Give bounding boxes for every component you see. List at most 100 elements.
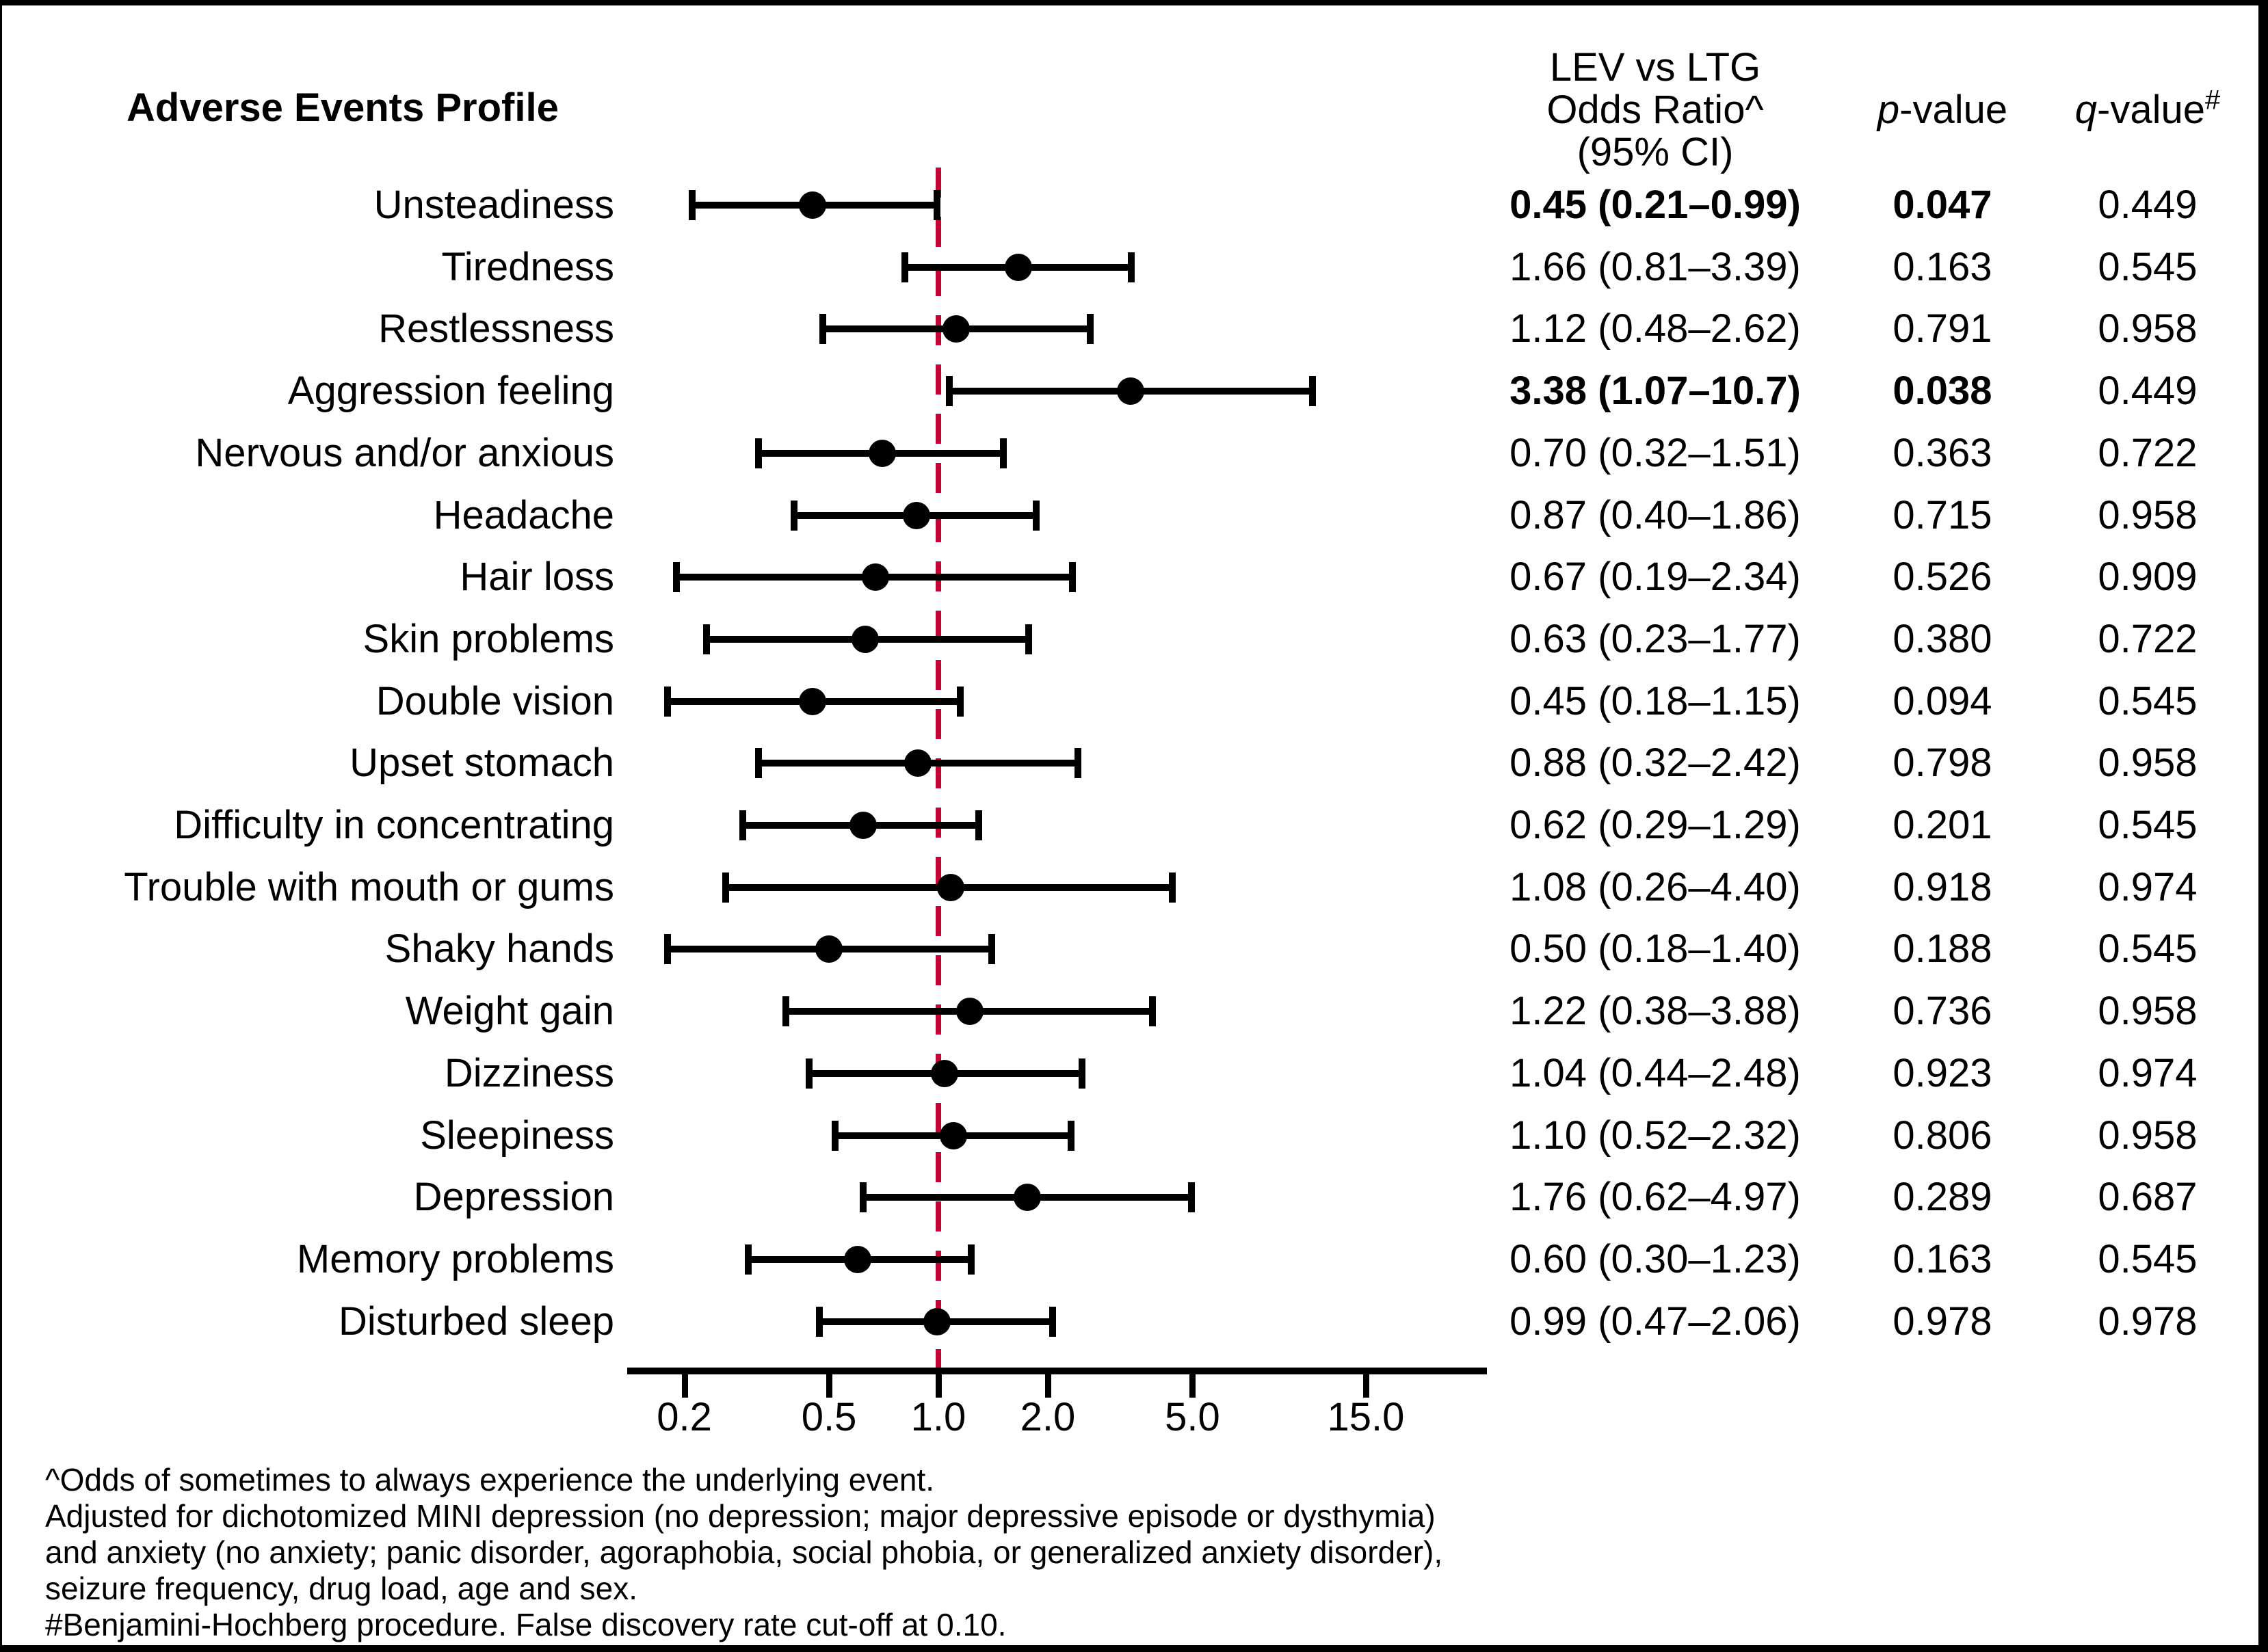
row-label: Dizziness <box>444 1050 614 1095</box>
row-label: Skin problems <box>362 616 614 661</box>
q-value: 0.545 <box>2098 1236 2198 1281</box>
p-value: 0.163 <box>1893 1236 1992 1281</box>
or-dot <box>1117 377 1145 405</box>
q-value: 0.545 <box>2098 678 2198 723</box>
p-value: 0.047 <box>1893 183 1992 227</box>
or-value: 0.88 (0.32–2.42) <box>1509 741 1801 786</box>
ci-cap-low <box>755 748 763 779</box>
q-value: 0.958 <box>2098 989 2198 1034</box>
ci-cap-high <box>1074 748 1081 779</box>
footnote-line: ^Odds of sometimes to always experience … <box>45 1462 935 1497</box>
ci-cap-high <box>967 1244 975 1275</box>
ci-cap-high <box>1168 872 1176 903</box>
q-value: 0.449 <box>2098 183 2198 227</box>
row-label: Sleepiness <box>420 1113 614 1158</box>
or-value: 3.38 (1.07–10.7) <box>1509 369 1801 414</box>
or-dot <box>798 191 826 219</box>
q-value-footnote-marker: # <box>2205 85 2221 116</box>
footnote-line: seizure frequency, drug load, age and se… <box>45 1571 638 1606</box>
or-value: 0.63 (0.23–1.77) <box>1509 616 1801 661</box>
ci-cap-high <box>933 190 940 220</box>
x-tick-label: 2.0 <box>1020 1395 1076 1439</box>
q-value: 0.974 <box>2098 1050 2198 1095</box>
q-value: 0.958 <box>2098 306 2198 351</box>
x-tick <box>681 1374 688 1398</box>
x-tick <box>1189 1374 1196 1398</box>
ci-cap-high <box>1069 562 1077 593</box>
p-value: 0.380 <box>1893 616 1992 661</box>
ci-cap-low <box>832 1120 839 1151</box>
or-value: 0.45 (0.21–0.99) <box>1509 183 1801 227</box>
ci-cap-high <box>1309 376 1316 407</box>
or-dot <box>1014 1184 1042 1212</box>
x-tick <box>1044 1374 1051 1398</box>
column-header-p-value: p-value <box>1877 88 2008 132</box>
ci-cap-low <box>815 1306 823 1337</box>
row-label: Depression <box>413 1175 614 1220</box>
or-dot <box>844 1245 872 1273</box>
x-tick <box>826 1374 833 1398</box>
row-label: Memory problems <box>296 1236 614 1281</box>
row-label: Restlessness <box>378 306 614 351</box>
row-label: Disturbed sleep <box>339 1298 614 1344</box>
q-value: 0.545 <box>2098 803 2198 847</box>
reference-line-or-1 <box>936 168 941 1368</box>
row-label: Unsteadiness <box>373 183 614 227</box>
p-value: 0.736 <box>1893 989 1992 1034</box>
p-value: 0.163 <box>1893 244 1992 289</box>
ci-cap-high <box>1188 1182 1196 1213</box>
ci-cap-high <box>1127 252 1135 282</box>
ci-cap-high <box>1078 1058 1085 1089</box>
or-dot <box>955 998 984 1026</box>
ci-cap-high <box>975 810 982 840</box>
column-header-odds-ratio-line3: (95% CI) <box>1577 130 1734 174</box>
ci-cap-high <box>988 934 995 965</box>
ci-cap-low <box>755 438 763 468</box>
x-tick-label: 15.0 <box>1327 1395 1405 1439</box>
column-header-odds-ratio-line1: LEV vs LTG <box>1549 45 1761 90</box>
or-dot <box>815 935 843 963</box>
q-value: 0.687 <box>2098 1175 2198 1220</box>
or-value: 1.10 (0.52–2.32) <box>1509 1113 1801 1158</box>
p-value: 0.791 <box>1893 306 1992 351</box>
q-value: 0.958 <box>2098 1113 2198 1158</box>
p-value: 0.038 <box>1893 369 1992 414</box>
row-label: Headache <box>433 492 614 537</box>
ci-cap-high <box>1087 314 1094 345</box>
ci-cap-low <box>722 872 730 903</box>
row-label: Shaky hands <box>384 927 614 972</box>
x-tick <box>1362 1374 1369 1398</box>
x-tick-label: 5.0 <box>1165 1395 1220 1439</box>
ci-cap-high <box>1025 624 1032 654</box>
or-dot <box>931 1059 959 1087</box>
ci-cap-low <box>664 934 672 965</box>
ci-cap-low <box>664 686 672 717</box>
or-value: 1.76 (0.62–4.97) <box>1509 1175 1801 1220</box>
or-dot <box>849 812 877 839</box>
ci-cap-low <box>901 252 909 282</box>
p-value: 0.526 <box>1893 555 1992 600</box>
row-label: Difficulty in concentrating <box>174 803 614 847</box>
row-label: Hair loss <box>460 555 614 600</box>
ci-cap-low <box>805 1058 813 1089</box>
x-tick-label: 1.0 <box>910 1395 966 1439</box>
row-label: Weight gain <box>405 989 614 1034</box>
or-dot <box>852 625 880 653</box>
p-value: 0.978 <box>1893 1298 1992 1344</box>
or-dot <box>923 1307 951 1335</box>
footnote-line: Adjusted for dichotomized MINI depressio… <box>45 1498 1436 1534</box>
or-value: 1.08 (0.26–4.40) <box>1509 864 1801 909</box>
or-dot <box>904 749 932 777</box>
ci-cap-low <box>745 1244 752 1275</box>
or-dot <box>942 315 971 343</box>
or-value: 0.67 (0.19–2.34) <box>1509 555 1801 600</box>
ci-cap-low <box>859 1182 867 1213</box>
ci-cap-low <box>672 562 680 593</box>
p-value: 0.923 <box>1893 1050 1992 1095</box>
ci-cap-low <box>819 314 826 345</box>
q-value: 0.722 <box>2098 616 2198 661</box>
footnote-line: and anxiety (no anxiety; panic disorder,… <box>45 1534 1443 1570</box>
q-value: 0.958 <box>2098 492 2198 537</box>
row-label: Upset stomach <box>350 741 614 786</box>
q-value: 0.974 <box>2098 864 2198 909</box>
